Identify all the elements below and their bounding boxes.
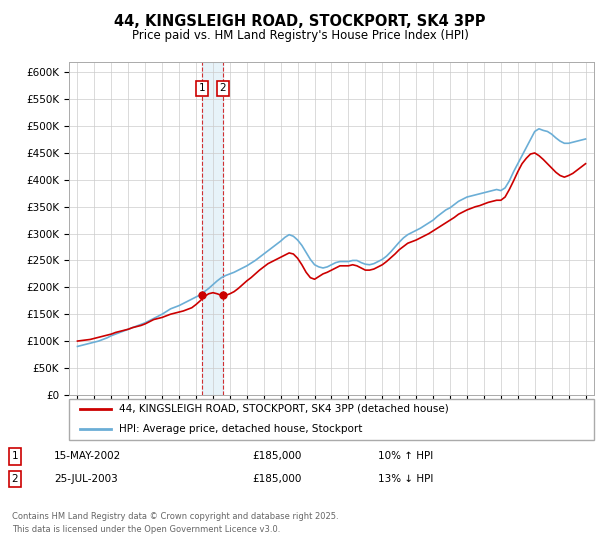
Text: 25-JUL-2003: 25-JUL-2003 [54, 474, 118, 484]
Text: Price paid vs. HM Land Registry's House Price Index (HPI): Price paid vs. HM Land Registry's House … [131, 29, 469, 42]
Text: 1: 1 [11, 451, 19, 461]
Text: 15-MAY-2002: 15-MAY-2002 [54, 451, 121, 461]
Text: £185,000: £185,000 [252, 451, 301, 461]
Text: 44, KINGSLEIGH ROAD, STOCKPORT, SK4 3PP: 44, KINGSLEIGH ROAD, STOCKPORT, SK4 3PP [114, 14, 486, 29]
Text: HPI: Average price, detached house, Stockport: HPI: Average price, detached house, Stoc… [119, 424, 362, 435]
Text: 10% ↑ HPI: 10% ↑ HPI [378, 451, 433, 461]
FancyBboxPatch shape [69, 399, 594, 440]
Text: £185,000: £185,000 [252, 474, 301, 484]
Text: 2: 2 [11, 474, 19, 484]
Text: 2: 2 [220, 83, 226, 94]
Text: 1: 1 [199, 83, 206, 94]
Text: 44, KINGSLEIGH ROAD, STOCKPORT, SK4 3PP (detached house): 44, KINGSLEIGH ROAD, STOCKPORT, SK4 3PP … [119, 404, 449, 414]
Text: Contains HM Land Registry data © Crown copyright and database right 2025.
This d: Contains HM Land Registry data © Crown c… [12, 512, 338, 534]
Bar [202, 62, 223, 395]
Text: 13% ↓ HPI: 13% ↓ HPI [378, 474, 433, 484]
